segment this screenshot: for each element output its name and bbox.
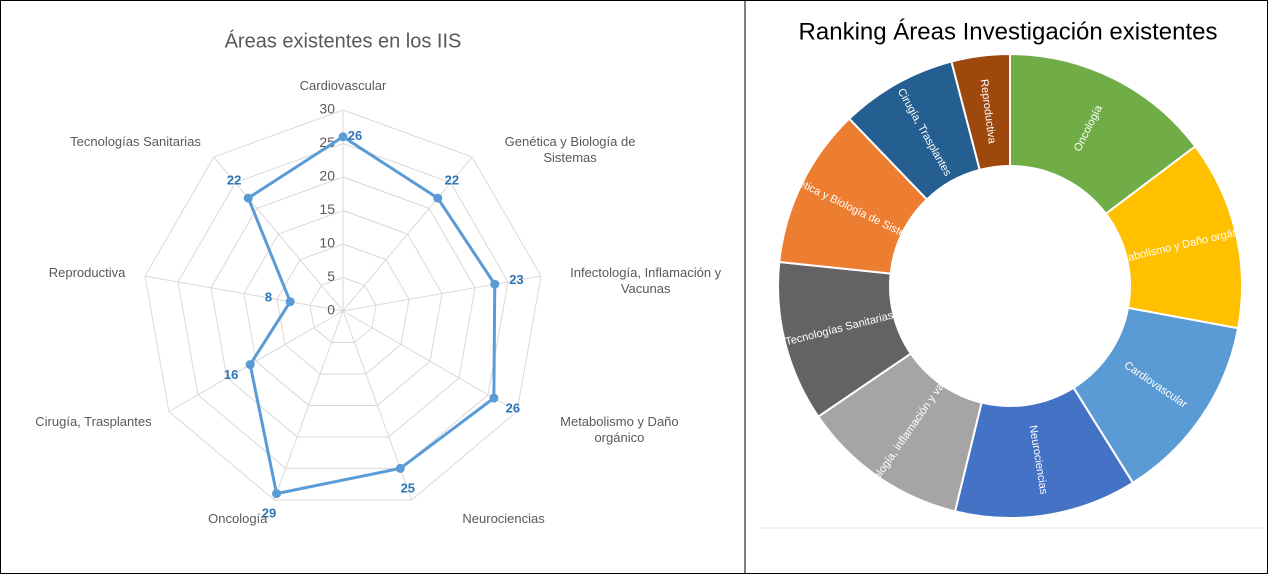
- data-label: 8: [265, 289, 272, 304]
- r-tick-label: 25: [319, 134, 335, 150]
- spoke: [342, 156, 473, 312]
- slice: [950, 52, 1011, 172]
- point: [285, 297, 295, 307]
- r-tick-label: 15: [319, 201, 335, 217]
- slice: [1104, 144, 1243, 330]
- grid-ring: [276, 243, 410, 375]
- data-label: 23: [509, 272, 523, 287]
- point: [272, 489, 282, 499]
- spoke: [273, 310, 344, 501]
- category-label: Cirugía, Trasplantes: [35, 413, 152, 429]
- point: [433, 193, 443, 203]
- grid-ring: [309, 276, 377, 343]
- data-label: 26: [506, 401, 520, 416]
- r-tick-label: 30: [319, 101, 335, 117]
- data-label: 25: [401, 481, 415, 496]
- category-label: Cardiovascular: [299, 78, 387, 93]
- grid-ring: [144, 109, 542, 501]
- spoke: [144, 275, 344, 312]
- data-label: 26: [348, 128, 362, 143]
- category-label: Infectología, Inflamación y Vacunas: [570, 264, 722, 296]
- data-label: 29: [262, 506, 276, 521]
- spoke: [213, 156, 344, 312]
- point: [245, 360, 255, 370]
- spoke: [342, 310, 518, 412]
- data-label: 22: [227, 173, 241, 188]
- data-label: 22: [445, 173, 459, 188]
- r-tick-label: 5: [327, 268, 335, 284]
- category-label: Reproductiva: [48, 264, 126, 280]
- chart-title: Áreas existentes en los IIS: [225, 29, 462, 52]
- category-label: Neurociencias: [462, 510, 545, 526]
- point: [395, 463, 405, 473]
- spoke: [342, 275, 542, 312]
- point: [490, 279, 500, 289]
- r-tick-label: 10: [319, 235, 335, 251]
- series-line: [246, 135, 497, 496]
- grid-ring: [210, 176, 476, 438]
- category-label: Metabolismo y Daño orgánico: [560, 413, 679, 445]
- slice: [1072, 306, 1240, 485]
- r-tick-label: 20: [319, 168, 335, 184]
- category-label: Oncología: [208, 510, 268, 526]
- chart-title: Ranking Áreas Investigación existentes: [799, 18, 1218, 45]
- point: [489, 393, 499, 403]
- grid-ring: [243, 209, 443, 406]
- r-tick-label: 0: [327, 302, 335, 318]
- data-label: 16: [224, 367, 238, 382]
- point: [243, 193, 253, 203]
- grid-ring: [177, 142, 509, 469]
- category-label: Genética y Biología de Sistemas: [504, 133, 636, 165]
- spoke: [168, 310, 344, 412]
- point: [338, 132, 348, 142]
- category-label: Tecnologías Sanitarias: [70, 133, 201, 149]
